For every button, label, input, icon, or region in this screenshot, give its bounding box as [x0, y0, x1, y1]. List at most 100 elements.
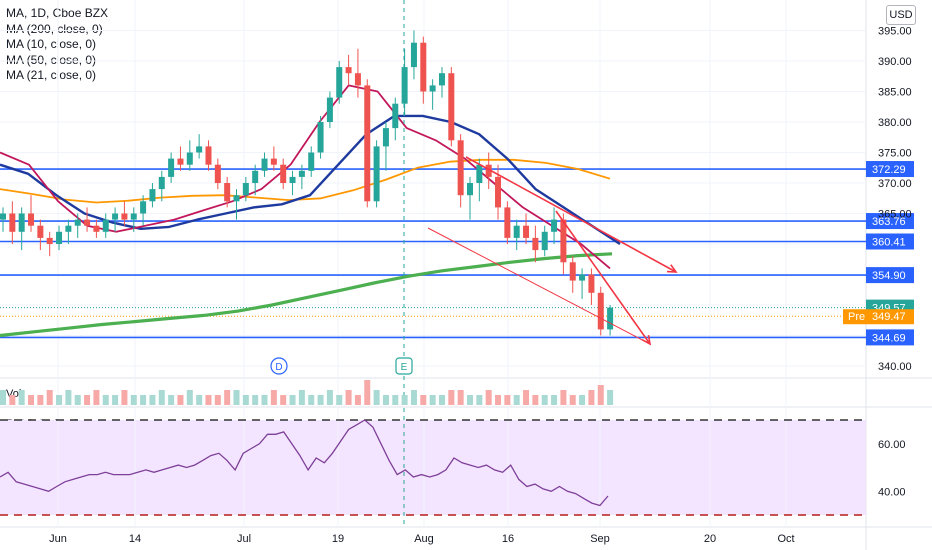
candle-body	[551, 219, 558, 232]
volume-bar	[485, 390, 492, 405]
candle-body	[46, 237, 53, 244]
candle-body	[37, 225, 44, 238]
candle-body	[93, 225, 100, 232]
candle-body	[149, 189, 156, 202]
ma10-line	[0, 84, 611, 270]
volume-bar	[607, 390, 614, 405]
volume-bar	[569, 395, 576, 405]
level-badge	[866, 267, 914, 284]
trend-arrow-lower	[555, 210, 651, 345]
volume-bar	[233, 390, 240, 405]
candle-body	[345, 67, 352, 74]
candle-body	[74, 219, 81, 226]
level-badge	[866, 161, 914, 178]
candle-body	[373, 146, 380, 202]
volume-bar	[280, 395, 287, 405]
volume-bar	[298, 390, 305, 405]
volume-bar	[28, 395, 35, 405]
volume-bar	[401, 395, 408, 405]
price-tick-label: 390.00	[878, 56, 912, 68]
candle-body	[233, 195, 240, 202]
candle-body	[364, 85, 371, 202]
legend-ma21[interactable]: MA (21, close, 0)	[6, 68, 97, 82]
volume-bar	[168, 395, 175, 405]
candle-body	[560, 219, 567, 263]
legend-ma200[interactable]: MA (200, close, 0)	[6, 21, 103, 36]
legend-symbol[interactable]: MA, 1D, Cboe BZX	[6, 6, 109, 20]
volume-bar	[476, 395, 483, 405]
candle-body	[532, 237, 539, 251]
candle-body	[140, 201, 147, 214]
candle-body	[392, 103, 399, 129]
level-label: 363.76	[872, 216, 906, 228]
candle-body	[56, 231, 63, 244]
volume-bar	[186, 390, 193, 405]
volume-bar	[513, 395, 520, 405]
volume-bar	[0, 390, 6, 405]
candle-body	[205, 146, 212, 165]
candle-body	[420, 42, 427, 92]
candle-body	[588, 274, 595, 293]
candle-body	[457, 140, 464, 196]
candle-body	[429, 85, 436, 92]
x-tick-label: 14	[129, 533, 141, 545]
volume-bar	[130, 395, 137, 405]
trend-arrow-upper	[465, 156, 677, 273]
x-tick-label: Jul	[237, 533, 251, 545]
price-tick-label: 375.00	[878, 148, 912, 160]
legend-ma50[interactable]: MA (50, close, 0)	[6, 52, 97, 67]
candle-body	[382, 128, 389, 147]
candle-body	[597, 292, 604, 330]
volume-bar	[495, 395, 502, 405]
volume-bar	[373, 390, 380, 405]
candle-body	[261, 158, 268, 171]
volume-bar	[102, 395, 109, 405]
candle-body	[569, 262, 576, 281]
level-badge	[866, 213, 914, 230]
legend-ma10[interactable]: MA (10, close, 0)	[6, 37, 97, 51]
candle-body	[354, 73, 361, 86]
candle-body	[158, 176, 165, 190]
candle-body	[523, 225, 530, 238]
volume-bar	[597, 385, 604, 405]
pre-tag-label: Pre	[848, 311, 865, 323]
volume-bar	[74, 395, 81, 405]
candle-body	[9, 213, 16, 232]
volume-bar	[65, 390, 72, 405]
volume-bar	[224, 390, 231, 405]
x-tick-label: Sep	[590, 533, 610, 545]
candle-body	[467, 183, 473, 196]
candle-body	[476, 164, 483, 183]
volume-bar	[317, 395, 324, 405]
volume-bar	[37, 395, 44, 405]
price-tick-label: 380.00	[878, 117, 912, 129]
x-tick-label: 19	[332, 533, 344, 545]
level-label: 360.41	[872, 236, 906, 248]
candle-body	[18, 213, 25, 232]
earnings-marker	[395, 357, 413, 375]
price-tick-label: 370.00	[878, 178, 912, 190]
volume-bar	[345, 390, 352, 405]
candle-body	[84, 219, 91, 226]
volume-bar	[112, 395, 119, 405]
candle-body	[401, 67, 408, 104]
volume-bar	[196, 395, 203, 405]
x-tick-label: Oct	[777, 533, 794, 545]
channel-lower-line	[427, 227, 651, 345]
volume-bar	[420, 395, 427, 405]
volume-bar	[392, 395, 399, 405]
volume-bar	[46, 390, 53, 405]
candle-body	[252, 170, 259, 183]
volume-bar	[9, 395, 16, 405]
chart-legend: MA, 1D, Cboe BZX MA (200, close, 0) MA (…	[6, 6, 108, 84]
price-tick-label: 385.00	[878, 87, 912, 99]
x-tick-label: Aug	[414, 533, 434, 545]
x-tick-label: 16	[502, 533, 514, 545]
dividend-marker	[270, 357, 288, 375]
volume-bar	[140, 395, 147, 405]
volume-bar	[252, 395, 259, 405]
volume-bar	[177, 395, 184, 405]
candle-body	[186, 152, 193, 165]
currency-button[interactable]: USD	[886, 5, 916, 25]
